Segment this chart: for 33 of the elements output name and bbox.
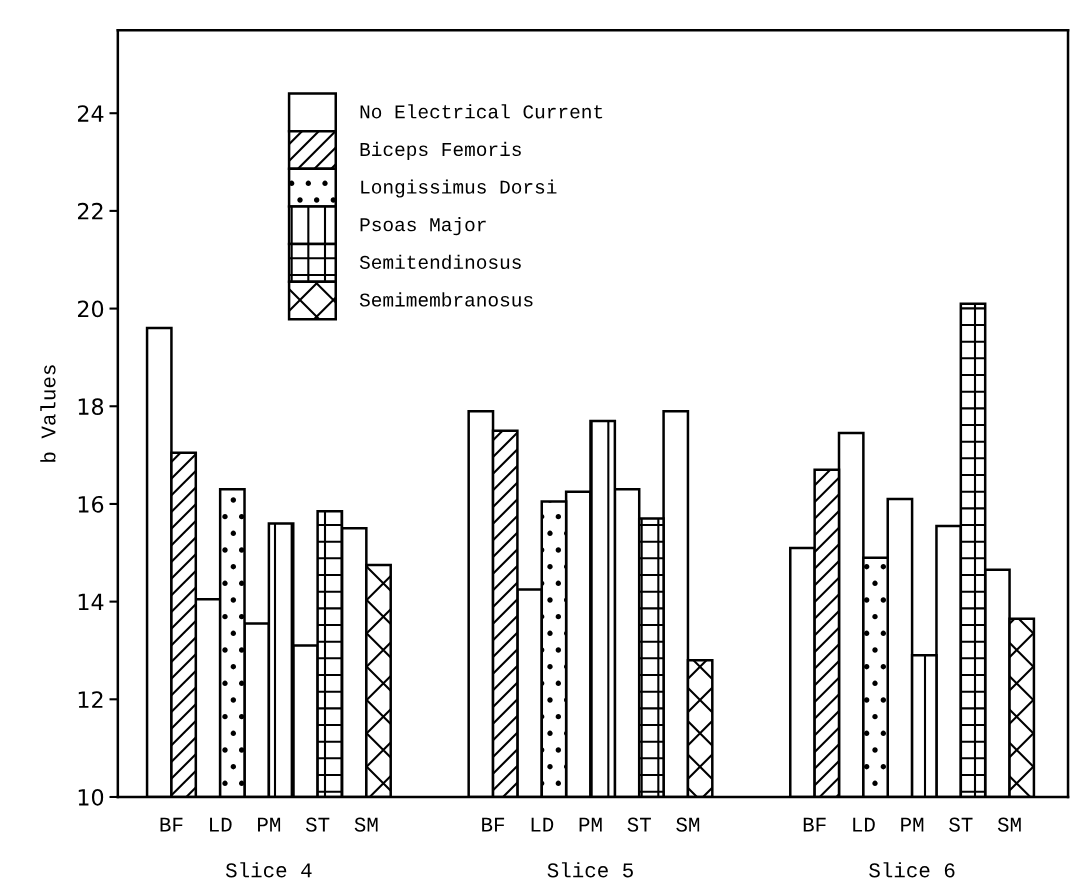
x-tick-label: BF xyxy=(482,817,505,832)
legend-label: Biceps Femoris xyxy=(360,141,521,160)
y-tick-label: 14 xyxy=(78,593,104,611)
y-tick-label: 24 xyxy=(77,105,104,122)
y-tick-label: 16 xyxy=(78,495,104,513)
y-tick-label: 10 xyxy=(78,788,104,806)
x-tick-label: ST xyxy=(305,817,330,832)
legend-label: No Electrical Current xyxy=(360,104,603,119)
x-tick-label: LD xyxy=(853,817,875,832)
x-tick-label: LD xyxy=(531,817,554,832)
y-tick-label: 18 xyxy=(78,398,104,416)
y-tick-label: 22 xyxy=(77,202,103,220)
legend-label: Semimembranosus xyxy=(359,292,533,307)
x-tick-label: ST xyxy=(627,817,651,832)
legend-label: Longissimus Dorsi xyxy=(361,179,557,198)
x-tick-label: ST xyxy=(949,817,973,832)
text: Slice 5 xyxy=(547,862,633,878)
legend-label: Psoas Major xyxy=(360,217,486,236)
x-tick-label: PM xyxy=(579,817,602,832)
x-tick-label: LD xyxy=(210,817,232,832)
x-tick-label: PM xyxy=(901,817,924,832)
legend-label: Semitendinosus xyxy=(359,254,521,270)
x-tick-label: SM xyxy=(997,817,1021,832)
x-tick-label: SM xyxy=(676,817,700,832)
x-tick-label: BF xyxy=(160,817,183,832)
y-axis-title: b Values xyxy=(40,365,56,462)
y-tick-label: 12 xyxy=(78,691,103,708)
x-tick-label: SM xyxy=(354,817,378,832)
x-tick-label: BF xyxy=(803,817,826,832)
text: Slice 4 xyxy=(225,862,312,878)
x-tick-label: PM xyxy=(258,817,281,832)
y-tick-label: 20 xyxy=(77,300,104,318)
text: Slice 6 xyxy=(869,862,955,878)
